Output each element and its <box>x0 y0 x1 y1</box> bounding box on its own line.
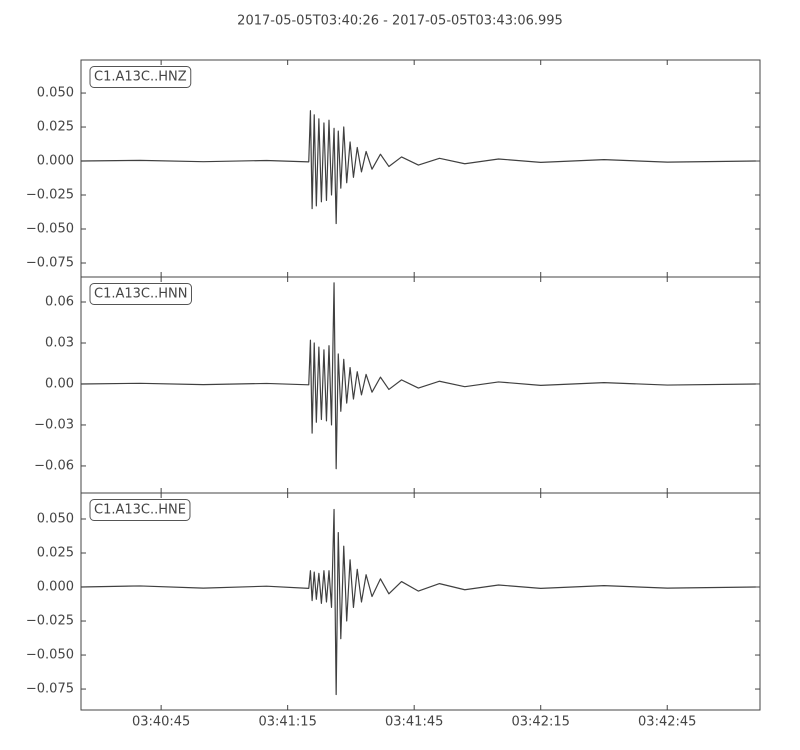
chart-title: 2017-05-05T03:40:26 - 2017-05-05T03:43:0… <box>237 14 563 29</box>
trace-label: C1.A13C..HNN <box>94 287 187 302</box>
y-tick-label: −0.03 <box>34 417 74 432</box>
x-tick-label: 03:42:15 <box>512 715 570 730</box>
trace-label-box <box>89 283 192 305</box>
x-tick-label: 03:42:45 <box>638 715 696 730</box>
y-tick-label: 0.00 <box>45 376 74 391</box>
y-tick-label: 0.000 <box>37 154 74 169</box>
trace-label: C1.A13C..HNE <box>94 503 186 518</box>
y-tick-label: 0.050 <box>37 86 74 101</box>
y-tick-label: −0.050 <box>26 222 74 237</box>
y-tick-label: −0.025 <box>26 188 74 203</box>
plot-frame <box>80 492 761 711</box>
y-tick-label: −0.075 <box>26 255 74 270</box>
y-tick-label: 0.025 <box>37 120 74 135</box>
trace-label: C1.A13C..HNZ <box>94 70 187 85</box>
y-tick-label: −0.025 <box>26 614 74 629</box>
y-tick-label: 0.025 <box>37 545 74 560</box>
x-tick-label: 03:41:45 <box>385 715 443 730</box>
trace-label-box <box>89 499 191 521</box>
trace-label-box <box>89 66 192 88</box>
y-tick-label: −0.075 <box>26 682 74 697</box>
y-tick-label: 0.06 <box>45 295 74 310</box>
waveform <box>81 508 756 696</box>
y-tick-label: 0.03 <box>45 335 74 350</box>
y-tick-label: 0.050 <box>37 511 74 526</box>
y-tick-label: −0.06 <box>34 458 74 473</box>
x-tick-label: 03:41:15 <box>258 715 316 730</box>
plot-frame <box>80 59 761 278</box>
y-tick-label: 0.000 <box>37 580 74 595</box>
x-tick-label: 03:40:45 <box>132 715 190 730</box>
waveform <box>81 282 756 470</box>
y-tick-label: −0.050 <box>26 648 74 663</box>
waveform <box>81 110 756 225</box>
